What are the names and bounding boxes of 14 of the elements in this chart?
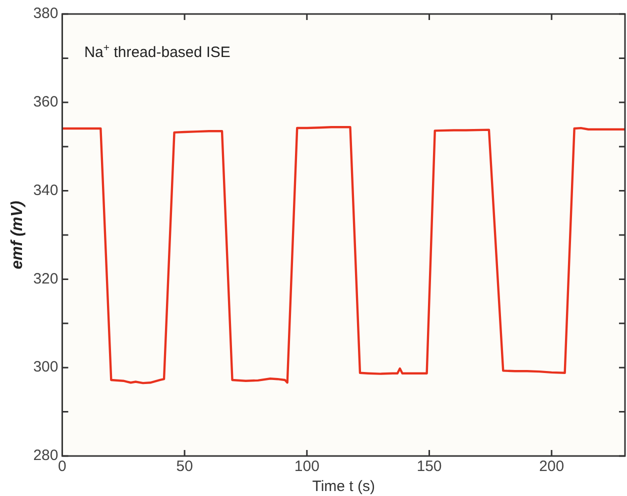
x-axis-title: Time t (s) (312, 478, 376, 496)
x-tick-label: 0 (58, 458, 66, 476)
x-tick-label: 100 (294, 458, 320, 476)
y-tick-label: 340 (33, 182, 58, 199)
y-tick-label: 320 (33, 270, 58, 288)
x-tick-label: 50 (176, 458, 193, 476)
y-tick-label: 300 (33, 358, 58, 376)
x-tick-label: 200 (539, 458, 564, 476)
y-axis-title: emf (mV) (9, 200, 26, 270)
y-tick-label: 380 (33, 5, 58, 22)
annotation: Na+ thread-based ISE (84, 42, 230, 61)
x-tick-label: 150 (416, 458, 442, 476)
y-tick-label: 280 (33, 447, 58, 464)
y-tick-label: 360 (33, 94, 58, 111)
